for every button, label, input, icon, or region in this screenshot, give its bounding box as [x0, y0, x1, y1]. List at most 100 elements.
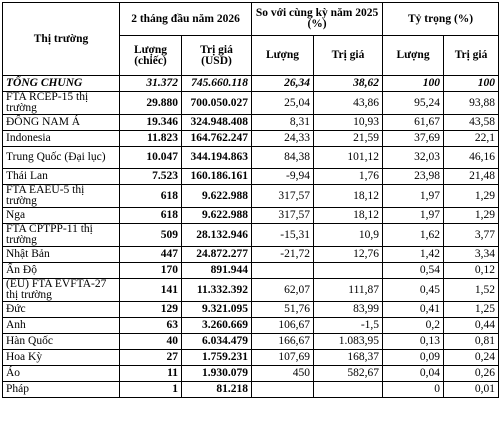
row-qty-pct: 25,04 [251, 91, 315, 115]
header-qty-pct: Lượng [251, 35, 315, 76]
row-value-share: 1,29 [443, 207, 500, 224]
row-qty: 11.823 [119, 130, 182, 147]
row-value-pct [313, 262, 384, 279]
row-value: 700.050.027 [180, 91, 253, 115]
row-qty-share: 0,45 [382, 278, 445, 302]
table-row: Nhật Bản 447 24.872.277 -21,72 12,76 1,42 3,34 [2, 246, 500, 263]
header-market: Thị trường [2, 2, 120, 76]
row-value-share: 1,52 [443, 278, 500, 302]
row-qty-share: 23,98 [382, 168, 445, 185]
row-qty-pct: -21,72 [251, 246, 315, 263]
row-value: 81.218 [180, 381, 253, 398]
row-qty-pct: 24,33 [251, 130, 315, 147]
table-row: Đức 129 9.321.095 51,76 83,99 0,41 1,25 [2, 301, 500, 318]
row-qty: 63 [119, 317, 182, 334]
row-name: FTA EAEU-5 thị trường [2, 184, 120, 208]
row-value: 324.948.408 [180, 114, 253, 131]
table-row: Trung Quốc (Đại lục) 10.047 344.194.863 84,… [2, 146, 500, 169]
row-value-pct: 21,59 [313, 130, 384, 147]
row-name: Hoa Kỳ [2, 349, 120, 366]
row-value-share: 46,16 [443, 146, 500, 169]
row-value-pct: 18,12 [313, 207, 384, 224]
row-qty-share: 0,09 [382, 349, 445, 366]
header-row-1: Thị trường 2 tháng đầu năm 2026 So với c… [2, 2, 500, 76]
row-qty-share: 1,42 [382, 246, 445, 263]
row-value-share: 43,58 [443, 114, 500, 131]
row-qty-share: 0,54 [382, 262, 445, 279]
total-qty: 31.372 [119, 75, 182, 92]
row-qty: 129 [119, 301, 182, 318]
row-qty-share: 0,04 [382, 365, 445, 382]
row-qty-pct: 317,57 [251, 184, 315, 208]
row-qty-share: 1,97 [382, 184, 445, 208]
row-qty-share: 1,97 [382, 207, 445, 224]
row-value-share: 0,44 [443, 317, 500, 334]
row-qty: 447 [119, 246, 182, 263]
row-qty-share: 95,24 [382, 91, 445, 115]
row-name: Thái Lan [2, 168, 120, 185]
row-name: Trung Quốc (Đại lục) [2, 146, 120, 169]
row-value: 3.260.669 [180, 317, 253, 334]
row-name: ĐÔNG NAM Á [2, 114, 120, 131]
row-value-pct: 43,86 [313, 91, 384, 115]
header-value-share: Trị giá [443, 35, 500, 76]
row-value: 160.186.161 [180, 168, 253, 185]
row-value: 891.944 [180, 262, 253, 279]
header-value-pct: Trị giá [313, 35, 384, 76]
row-qty-pct: 317,57 [251, 207, 315, 224]
row-value-pct: 12,76 [313, 246, 384, 263]
row-name: Đức [2, 301, 120, 318]
header-period: 2 tháng đầu năm 2026 [118, 2, 253, 36]
table-row: Nga 618 9.622.988 317,57 18,12 1,97 1,29 [2, 207, 500, 224]
row-name: Nga [2, 207, 120, 224]
row-qty: 1 [119, 381, 182, 398]
market-table: Thị trường 2 tháng đầu năm 2026 So với c… [2, 2, 500, 398]
row-value-pct: 1.083,95 [313, 333, 384, 350]
row-name: (EU) FTA EVFTA-27 thị trường [2, 278, 120, 302]
row-value: 344.194.863 [180, 146, 253, 169]
header-share: Tỷ trọng (%) [382, 2, 500, 36]
row-value-share: 0,26 [443, 365, 500, 382]
row-qty-share: 37,69 [382, 130, 445, 147]
row-qty-share: 0,2 [382, 317, 445, 334]
row-value-share: 1,25 [443, 301, 500, 318]
table-row: FTA RCEP-15 thị trường 29.880 700.050.027 2… [2, 91, 500, 115]
table-row: Hàn Quốc 40 6.034.479 166,67 1.083,95 0,13 0,8… [2, 333, 500, 350]
row-value-share: 21,48 [443, 168, 500, 185]
row-name: Nhật Bản [2, 246, 120, 263]
row-qty: 141 [119, 278, 182, 302]
row-qty: 29.880 [119, 91, 182, 115]
header-row-2: Lượng (chiếc) Trị giá (USD) Lượng Trị gi… [3, 35, 500, 76]
total-value-pct: 38,62 [313, 75, 384, 92]
row-qty-pct: 8,31 [251, 114, 315, 131]
row-value-pct: 101,12 [313, 146, 384, 169]
row-value-pct: 168,37 [313, 349, 384, 366]
row-value-pct: 1,76 [313, 168, 384, 185]
row-value-share: 3,34 [443, 246, 500, 263]
row-value: 1.759.231 [180, 349, 253, 366]
table-row: FTA EAEU-5 thị trường 618 9.622.988 317,57 1… [2, 184, 500, 208]
table-row: Thái Lan 7.523 160.186.161 -9,94 1,76 23,98 21… [2, 168, 500, 185]
row-name: FTA RCEP-15 thị trường [2, 91, 120, 115]
table-row: Ấn Độ 170 891.944 0,54 0,12 [2, 262, 500, 279]
row-qty: 27 [119, 349, 182, 366]
row-value-share: 0,12 [443, 262, 500, 279]
row-value: 9.622.988 [180, 184, 253, 208]
row-qty-share: 0,41 [382, 301, 445, 318]
row-qty: 7.523 [119, 168, 182, 185]
row-qty-pct: 106,67 [251, 317, 315, 334]
row-value: 24.872.277 [180, 246, 253, 263]
row-name: FTA CPTPP-11 thị trường [2, 223, 120, 247]
header-compare: So với cùng kỳ năm 2025 (%) [251, 2, 384, 36]
row-name: Ấn Độ [2, 262, 120, 279]
row-value-share: 0,01 [443, 381, 500, 398]
row-value-share: 0,81 [443, 333, 500, 350]
header-qty-share: Lượng [382, 35, 445, 76]
row-value-share: 22,1 [443, 130, 500, 147]
row-qty-pct: 450 [251, 365, 315, 382]
row-name: Hàn Quốc [2, 333, 120, 350]
row-value-share: 93,88 [443, 91, 500, 115]
row-qty: 618 [119, 207, 182, 224]
row-name: Anh [2, 317, 120, 334]
row-qty-pct: 107,69 [251, 349, 315, 366]
